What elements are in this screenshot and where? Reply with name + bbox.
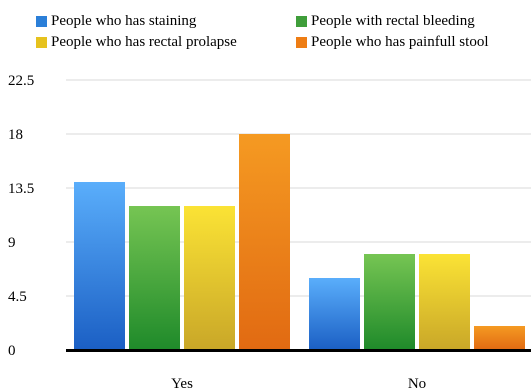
bar-people-who-has-rectal-prolapse-yes [184,206,235,350]
bar-people-who-has-staining-yes [74,182,125,350]
bar-people-with-rectal-bleeding-no [364,254,415,350]
legend-swatch-staining [36,16,47,27]
legend-item-staining: People who has staining [36,12,296,31]
legend-label-rectal-bleeding: People with rectal bleeding [311,13,475,29]
legend-swatch-rectal-bleeding [296,16,307,27]
bar-people-who-has-painfull-stool-yes [239,134,290,350]
bar-people-who-has-painfull-stool-no [474,326,525,350]
x-tick-label: No [408,376,426,392]
y-tick-label: 4.5 [8,289,27,305]
legend-item-rectal-prolapse: People who has rectal prolapse [36,33,296,52]
y-tick-label: 0 [8,343,16,359]
legend: People who has staining People with rect… [36,12,531,52]
legend-label-painfull-stool: People who has painfull stool [311,34,489,50]
x-tick-label: Yes [171,376,193,392]
bar-people-who-has-staining-no [309,278,360,350]
bar-people-who-has-rectal-prolapse-no [419,254,470,350]
legend-item-painfull-stool: People who has painfull stool [296,33,526,52]
y-tick-label: 13.5 [8,181,34,197]
legend-label-rectal-prolapse: People who has rectal prolapse [51,34,237,50]
bar-people-with-rectal-bleeding-yes [129,206,180,350]
y-tick-label: 9 [8,235,16,251]
legend-item-rectal-bleeding: People with rectal bleeding [296,12,526,31]
y-tick-label: 18 [8,127,23,143]
legend-swatch-painfull-stool [296,37,307,48]
legend-label-staining: People who has staining [51,13,197,29]
legend-swatch-rectal-prolapse [36,37,47,48]
y-tick-label: 22.5 [8,73,34,89]
